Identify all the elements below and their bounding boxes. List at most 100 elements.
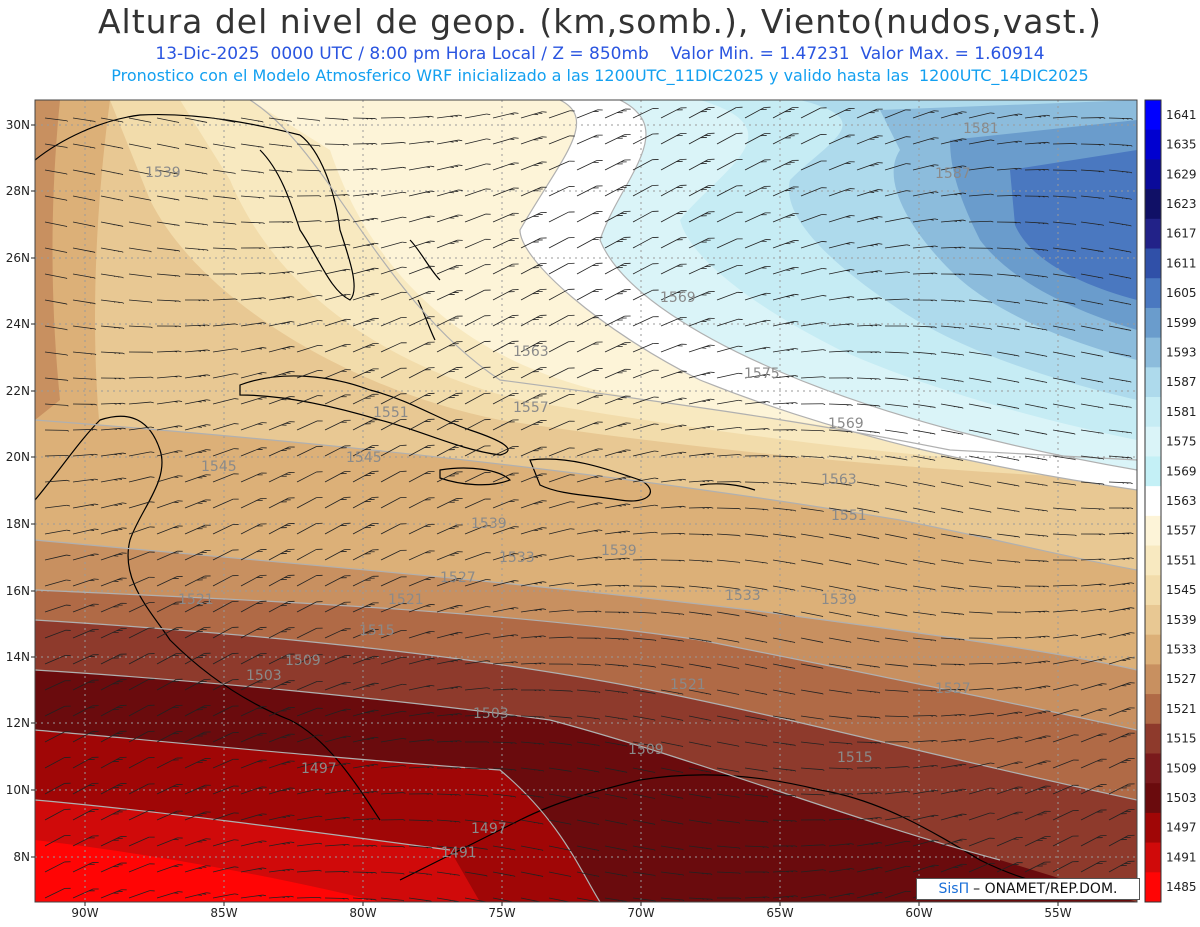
wind-barb bbox=[296, 681, 323, 691]
wind-barb bbox=[1080, 351, 1104, 358]
wind-barb bbox=[1108, 732, 1135, 743]
wind-barb bbox=[156, 864, 183, 873]
wind-barb bbox=[520, 420, 547, 431]
wind-barb bbox=[688, 715, 712, 722]
wind-barb bbox=[576, 663, 601, 667]
wind-barb bbox=[716, 637, 740, 643]
wind-barb bbox=[716, 132, 743, 145]
wind-barb bbox=[408, 604, 435, 613]
wind-barb bbox=[604, 530, 631, 535]
colorbar-label: 1503 bbox=[1166, 791, 1197, 805]
wind-barb bbox=[828, 107, 855, 119]
wind-barb bbox=[856, 429, 881, 434]
wind-barb bbox=[772, 611, 796, 618]
wind-barb bbox=[912, 299, 938, 302]
colorbar-swatch bbox=[1145, 664, 1161, 695]
wind-barb bbox=[800, 767, 825, 771]
wind-barb bbox=[436, 290, 463, 301]
wind-barb bbox=[100, 756, 127, 769]
wind-barb bbox=[688, 767, 712, 773]
wind-barb bbox=[156, 627, 183, 639]
wind-barb bbox=[548, 663, 574, 666]
colorbar-label: 1581 bbox=[1166, 405, 1197, 419]
wind-barb bbox=[856, 891, 883, 899]
wind-barb bbox=[828, 893, 855, 899]
contour-label: 1539 bbox=[145, 165, 181, 181]
wind-barb bbox=[352, 763, 379, 769]
wind-barb bbox=[576, 583, 602, 587]
wind-barb bbox=[268, 787, 295, 795]
colorbar-label: 1509 bbox=[1166, 761, 1197, 775]
wind-barb bbox=[436, 114, 463, 119]
wind-barb bbox=[464, 238, 491, 249]
colorbar-label: 1629 bbox=[1166, 167, 1197, 181]
wind-barb bbox=[380, 819, 406, 821]
wind-barb bbox=[520, 554, 547, 561]
wind-barb bbox=[520, 819, 544, 825]
wind-barb bbox=[296, 370, 323, 379]
wind-barb bbox=[660, 478, 687, 483]
wind-barb bbox=[1080, 299, 1104, 306]
wind-barb bbox=[1052, 709, 1079, 717]
wind-barb bbox=[912, 377, 937, 382]
wind-barb bbox=[912, 507, 936, 514]
wind-barb bbox=[996, 559, 1021, 564]
colorbar-swatch bbox=[1145, 783, 1161, 814]
wind-barb bbox=[576, 689, 601, 694]
wind-barb bbox=[772, 375, 798, 379]
wind-barb bbox=[240, 706, 267, 717]
wind-barb bbox=[744, 611, 768, 617]
contour-label: 1509 bbox=[285, 653, 321, 669]
wind-barb bbox=[1108, 429, 1133, 434]
wind-barb bbox=[436, 366, 463, 379]
wind-barb bbox=[1080, 221, 1104, 226]
wind-barb bbox=[324, 789, 351, 795]
wind-barb bbox=[632, 819, 656, 826]
wind-barb bbox=[744, 401, 770, 405]
wind-barb bbox=[660, 663, 684, 669]
wind-barb bbox=[716, 793, 740, 799]
wind-barb bbox=[996, 711, 1023, 717]
colorbar-label: 1557 bbox=[1166, 524, 1197, 538]
wind-barb bbox=[660, 343, 687, 353]
wind-barb bbox=[128, 325, 153, 329]
wind-barb bbox=[44, 504, 71, 509]
wind-barb bbox=[912, 663, 937, 667]
contour-label: 1503 bbox=[473, 706, 509, 722]
wind-barb bbox=[268, 346, 295, 353]
wind-barb bbox=[100, 351, 125, 355]
wind-barb bbox=[548, 689, 573, 693]
wind-barb bbox=[464, 845, 488, 851]
wind-barb bbox=[324, 219, 350, 223]
wind-barb bbox=[380, 737, 407, 743]
wind-barb bbox=[884, 507, 908, 514]
wind-barb bbox=[492, 289, 519, 301]
wind-barb bbox=[520, 446, 547, 457]
wind-barb bbox=[100, 527, 127, 535]
wind-barb bbox=[436, 819, 461, 823]
wind-barb bbox=[408, 392, 435, 405]
wind-barb bbox=[548, 420, 575, 431]
wind-barb bbox=[772, 533, 796, 539]
wind-barb bbox=[856, 866, 883, 873]
wind-barb bbox=[72, 628, 99, 639]
wind-barb bbox=[268, 396, 295, 405]
wind-barb bbox=[856, 108, 883, 119]
wind-barb bbox=[520, 871, 544, 878]
wind-barb bbox=[968, 712, 995, 717]
wind-barb bbox=[660, 897, 685, 902]
wind-barb bbox=[604, 663, 629, 668]
wind-barb bbox=[800, 403, 826, 405]
wind-barb bbox=[212, 812, 239, 821]
wind-barb bbox=[408, 793, 434, 795]
wind-barb bbox=[436, 264, 463, 275]
wind-barb bbox=[380, 291, 407, 301]
wind-barb bbox=[1052, 403, 1076, 409]
wind-barb bbox=[856, 216, 883, 223]
wind-barb bbox=[940, 763, 967, 769]
wind-barb bbox=[296, 245, 322, 249]
wind-barb bbox=[184, 784, 211, 795]
wind-barb bbox=[996, 167, 1022, 171]
wind-barb bbox=[576, 134, 603, 145]
wind-barb bbox=[44, 861, 71, 873]
